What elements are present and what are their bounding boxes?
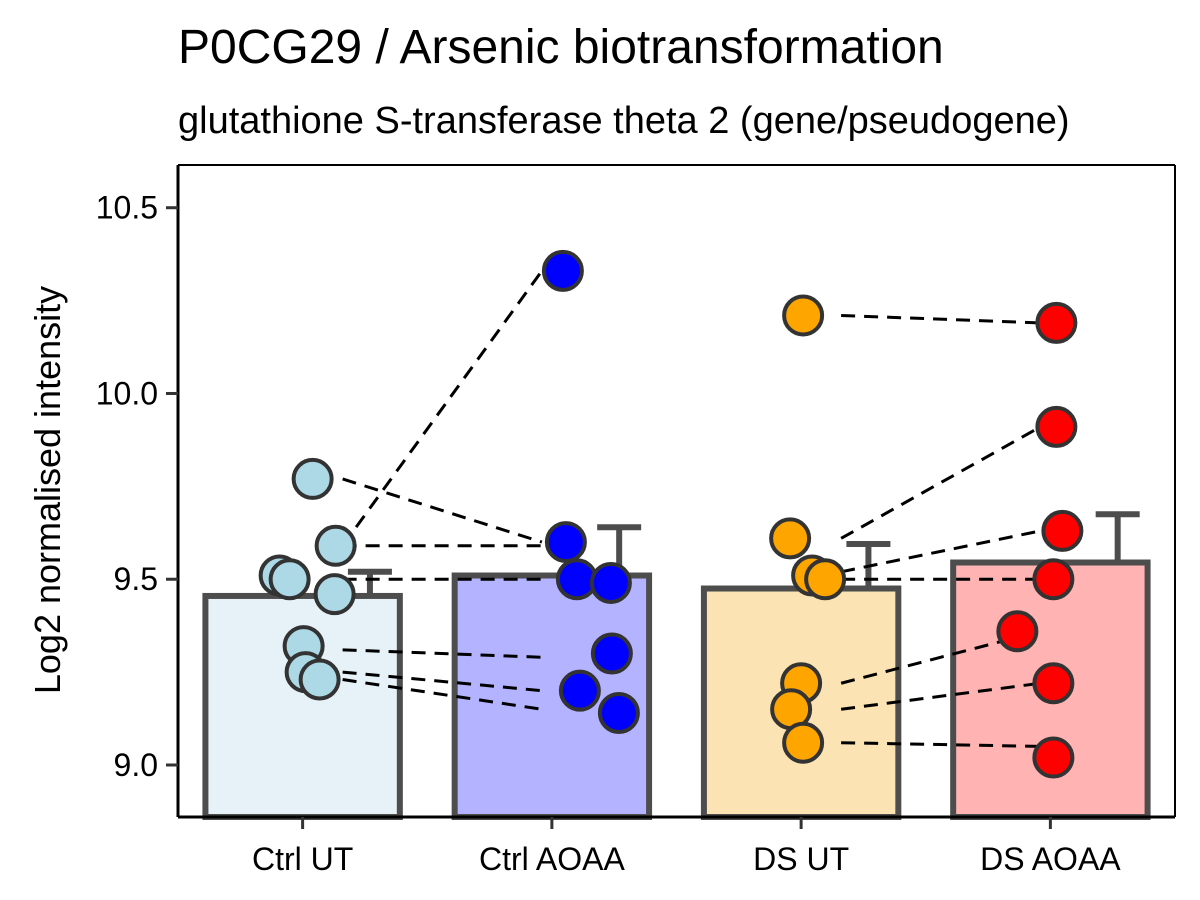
data-point-1-3 (589, 561, 632, 604)
y-tick-label-2: 10.0 (96, 375, 158, 411)
x-tick-label-3: DS AOAA (980, 841, 1121, 877)
data-point-2-1 (769, 517, 812, 560)
y-tick-label-0: 9.0 (114, 747, 158, 783)
data-point-3-0 (1035, 301, 1078, 344)
x-tick-label-1: Ctrl AOAA (479, 841, 625, 877)
pair-line-6 (342, 678, 543, 711)
pair-line-5 (342, 670, 543, 693)
data-point-3-2 (1041, 509, 1084, 552)
data-point-3-5 (1032, 662, 1075, 705)
data-point-1-0 (541, 249, 584, 292)
data-point-2-6 (782, 721, 825, 764)
chart-title: P0CG29 / Arsenic biotransformation (178, 21, 944, 74)
axes-layer: 9.0 9.5 10.0 10.5 Ctrl UT Ctrl AOAA DS UT DS AO… (96, 164, 1176, 877)
pair-line-12 (840, 681, 1041, 711)
data-point-2-3 (804, 558, 847, 601)
x-tick-label-2: DS UT (753, 841, 849, 877)
y-tick-label-1: 9.5 (114, 561, 158, 597)
y-tick-label-3: 10.5 (96, 190, 158, 226)
data-point-1-4 (590, 632, 633, 675)
data-point-2-0 (782, 294, 825, 337)
data-point-0-1 (314, 524, 357, 567)
data-point-0-4 (313, 573, 356, 616)
points-layer (258, 249, 1084, 779)
x-tick-label-0: Ctrl UT (252, 841, 353, 877)
data-point-0-0 (291, 457, 334, 500)
data-point-1-6 (597, 691, 640, 734)
data-point-3-3 (1032, 558, 1075, 601)
pair-line-7 (841, 313, 1041, 325)
data-point-1-2 (555, 558, 598, 601)
data-point-3-1 (1035, 405, 1078, 448)
pair-line-0 (342, 477, 543, 544)
pair-line-13 (841, 741, 1041, 748)
y-axis-title: Log2 normalised intensity (27, 286, 68, 694)
pair-line-4 (342, 648, 542, 659)
pair-line-8 (840, 425, 1042, 540)
data-point-0-3 (268, 558, 311, 601)
pair-lines-layer (341, 270, 1042, 748)
pair-line-9 (840, 529, 1041, 574)
data-point-3-6 (1032, 736, 1075, 779)
data-point-1-1 (544, 521, 587, 564)
data-point-0-7 (298, 658, 341, 701)
pair-line-1 (341, 270, 544, 547)
chart-subtitle: glutathione S-transferase theta 2 (gene/… (178, 100, 1070, 142)
data-point-1-5 (558, 669, 601, 712)
data-point-3-4 (996, 610, 1039, 653)
